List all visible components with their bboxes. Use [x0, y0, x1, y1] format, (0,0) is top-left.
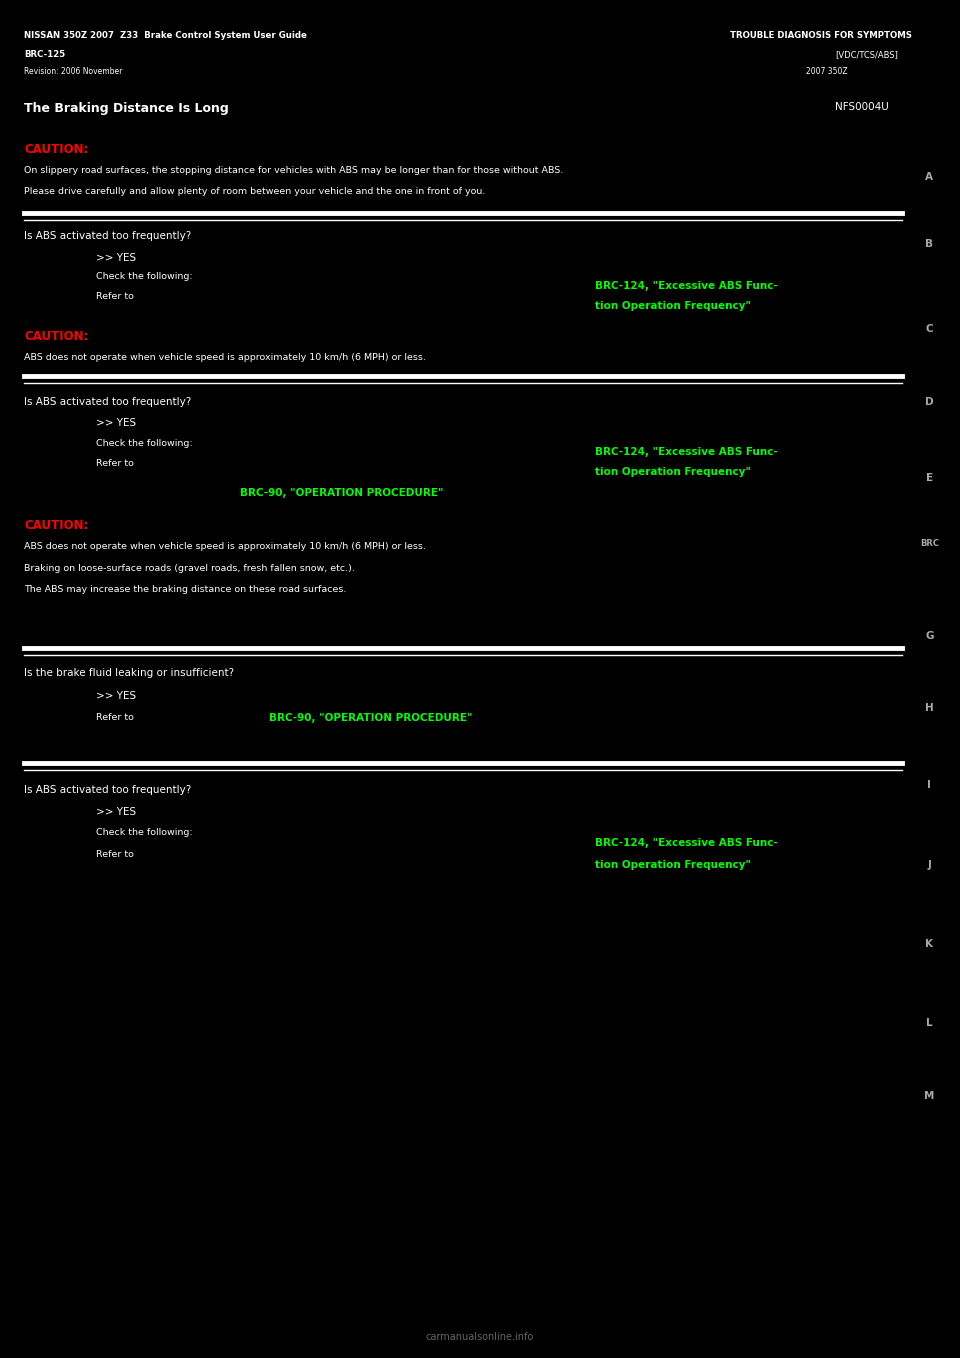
Text: Refer to: Refer to	[96, 292, 133, 301]
Text: 2007 350Z: 2007 350Z	[806, 68, 848, 76]
Text: Check the following:: Check the following:	[96, 439, 193, 448]
Text: Is the brake fluid leaking or insufficient?: Is the brake fluid leaking or insufficie…	[24, 668, 234, 678]
Text: [VDC/TCS/ABS]: [VDC/TCS/ABS]	[835, 50, 898, 58]
Text: BRC-90, "OPERATION PROCEDURE": BRC-90, "OPERATION PROCEDURE"	[269, 713, 472, 722]
Text: Refer to: Refer to	[96, 459, 133, 469]
Text: tion Operation Frequency": tion Operation Frequency"	[595, 467, 752, 477]
Text: CAUTION:: CAUTION:	[24, 519, 88, 532]
Text: BRC-90, "OPERATION PROCEDURE": BRC-90, "OPERATION PROCEDURE"	[240, 488, 444, 497]
Text: BRC: BRC	[920, 539, 939, 547]
Text: Braking on loose-surface roads (gravel roads, fresh fallen snow, etc.).: Braking on loose-surface roads (gravel r…	[24, 564, 355, 573]
Text: G: G	[925, 630, 933, 641]
Text: D: D	[925, 397, 933, 407]
Text: M: M	[924, 1090, 934, 1101]
Text: NFS0004U: NFS0004U	[835, 102, 889, 111]
Text: Refer to: Refer to	[96, 850, 133, 860]
Text: C: C	[925, 323, 933, 334]
Text: CAUTION:: CAUTION:	[24, 330, 88, 344]
Text: >> YES: >> YES	[96, 418, 136, 428]
Text: Refer to: Refer to	[96, 713, 133, 722]
Text: The ABS may increase the braking distance on these road surfaces.: The ABS may increase the braking distanc…	[24, 585, 347, 595]
Text: CAUTION:: CAUTION:	[24, 143, 88, 156]
Text: >> YES: >> YES	[96, 691, 136, 701]
Text: H: H	[924, 702, 934, 713]
Text: carmanualsonline.info: carmanualsonline.info	[426, 1332, 534, 1342]
Text: BRC-124, "Excessive ABS Func-: BRC-124, "Excessive ABS Func-	[595, 281, 778, 291]
Text: E: E	[925, 473, 933, 483]
Text: Is ABS activated too frequently?: Is ABS activated too frequently?	[24, 231, 191, 240]
Text: A: A	[925, 171, 933, 182]
Text: J: J	[927, 860, 931, 870]
Text: Please drive carefully and allow plenty of room between your vehicle and the one: Please drive carefully and allow plenty …	[24, 187, 486, 197]
Text: B: B	[925, 239, 933, 250]
Text: Check the following:: Check the following:	[96, 828, 193, 838]
Text: TROUBLE DIAGNOSIS FOR SYMPTOMS: TROUBLE DIAGNOSIS FOR SYMPTOMS	[730, 31, 912, 39]
Text: On slippery road surfaces, the stopping distance for vehicles with ABS may be lo: On slippery road surfaces, the stopping …	[24, 166, 564, 175]
Text: BRC-125: BRC-125	[24, 50, 65, 58]
Text: >> YES: >> YES	[96, 253, 136, 262]
Text: >> YES: >> YES	[96, 807, 136, 816]
Text: NISSAN 350Z 2007  Z33  Brake Control System User Guide: NISSAN 350Z 2007 Z33 Brake Control Syste…	[24, 31, 307, 39]
Text: BRC-124, "Excessive ABS Func-: BRC-124, "Excessive ABS Func-	[595, 838, 778, 847]
Text: BRC-124, "Excessive ABS Func-: BRC-124, "Excessive ABS Func-	[595, 447, 778, 456]
Text: I: I	[927, 779, 931, 790]
Text: The Braking Distance Is Long: The Braking Distance Is Long	[24, 102, 228, 115]
Text: Check the following:: Check the following:	[96, 272, 193, 281]
Text: Revision: 2006 November: Revision: 2006 November	[24, 68, 122, 76]
Text: tion Operation Frequency": tion Operation Frequency"	[595, 301, 752, 311]
Text: ABS does not operate when vehicle speed is approximately 10 km/h (6 MPH) or less: ABS does not operate when vehicle speed …	[24, 542, 426, 551]
Text: K: K	[925, 938, 933, 949]
Text: ABS does not operate when vehicle speed is approximately 10 km/h (6 MPH) or less: ABS does not operate when vehicle speed …	[24, 353, 426, 363]
Text: Is ABS activated too frequently?: Is ABS activated too frequently?	[24, 785, 191, 794]
Text: L: L	[926, 1017, 932, 1028]
Text: tion Operation Frequency": tion Operation Frequency"	[595, 860, 752, 869]
Text: Is ABS activated too frequently?: Is ABS activated too frequently?	[24, 397, 191, 406]
